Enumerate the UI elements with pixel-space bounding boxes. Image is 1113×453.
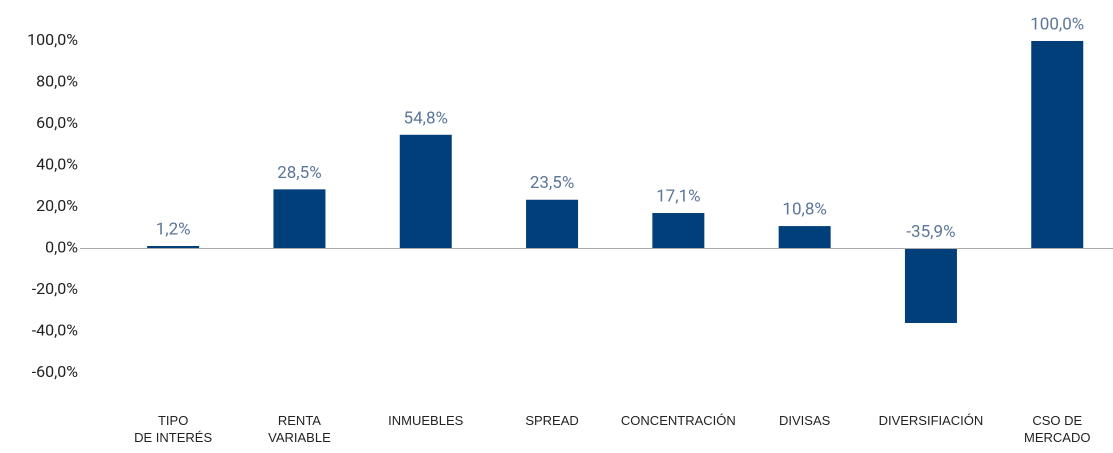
y-tick-label: 100,0% [27, 30, 78, 49]
y-tick-label: 20,0% [36, 196, 78, 215]
value-label: 54,8% [404, 108, 448, 128]
bar [1031, 41, 1084, 249]
y-tick-label: 0,0% [45, 238, 78, 257]
value-label: 100,0% [1030, 14, 1084, 34]
x-tick-label: TIPO DE INTERÉS [134, 413, 213, 445]
value-label: 10,8% [782, 200, 826, 220]
value-label: 28,5% [277, 163, 321, 183]
y-tick-label: 40,0% [36, 155, 78, 174]
x-tick-label: CSO DE MERCADO [1024, 413, 1091, 445]
x-tick-label: CONCENTRACIÓN [620, 413, 736, 428]
y-tick-label: -20,0% [32, 279, 79, 298]
bar [273, 189, 326, 249]
bar [652, 213, 705, 249]
y-tick-label: 80,0% [36, 72, 78, 91]
bar [778, 226, 831, 249]
bar [904, 248, 957, 323]
y-tick-label: -40,0% [32, 321, 79, 340]
x-tick-label: RENTA VARIABLE [268, 413, 331, 445]
x-tick-label: INMUEBLES [388, 413, 464, 428]
y-tick-label: 60,0% [36, 113, 78, 132]
y-tick-label: -60,0% [32, 362, 79, 381]
value-label: 23,5% [530, 173, 574, 193]
bar [526, 199, 579, 249]
x-tick-label: SPREAD [525, 413, 579, 428]
bar [147, 246, 200, 249]
value-label: 17,1% [656, 187, 700, 207]
x-tick-label: DIVISAS [778, 413, 831, 428]
value-label: 1,2% [156, 219, 191, 239]
bar [399, 134, 452, 249]
x-tick-label: DIVERSIFIACIÓN [878, 413, 984, 428]
value-label: -35,9% [906, 222, 955, 242]
